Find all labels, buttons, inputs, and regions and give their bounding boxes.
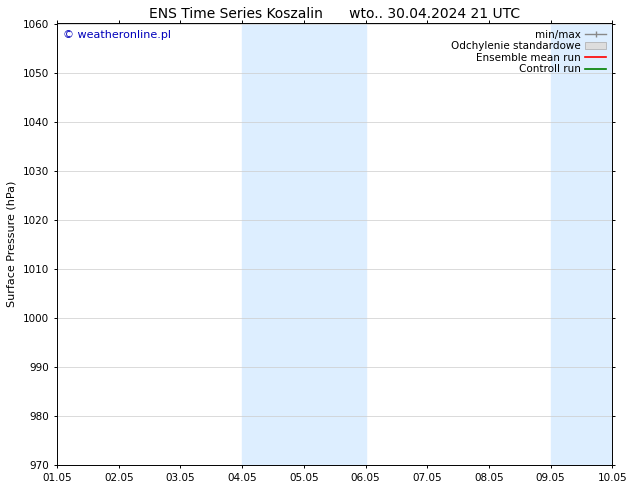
Bar [242, 24, 366, 465]
Text: © weatheronline.pl: © weatheronline.pl [63, 30, 171, 40]
Bar [550, 24, 612, 465]
Legend: min/max, Odchylenie standardowe, Ensemble mean run, Controll run: min/max, Odchylenie standardowe, Ensembl… [447, 25, 610, 78]
Y-axis label: Surface Pressure (hPa): Surface Pressure (hPa) [7, 181, 17, 307]
Title: ENS Time Series Koszalin      wto.. 30.04.2024 21 UTC: ENS Time Series Koszalin wto.. 30.04.202… [149, 7, 521, 21]
